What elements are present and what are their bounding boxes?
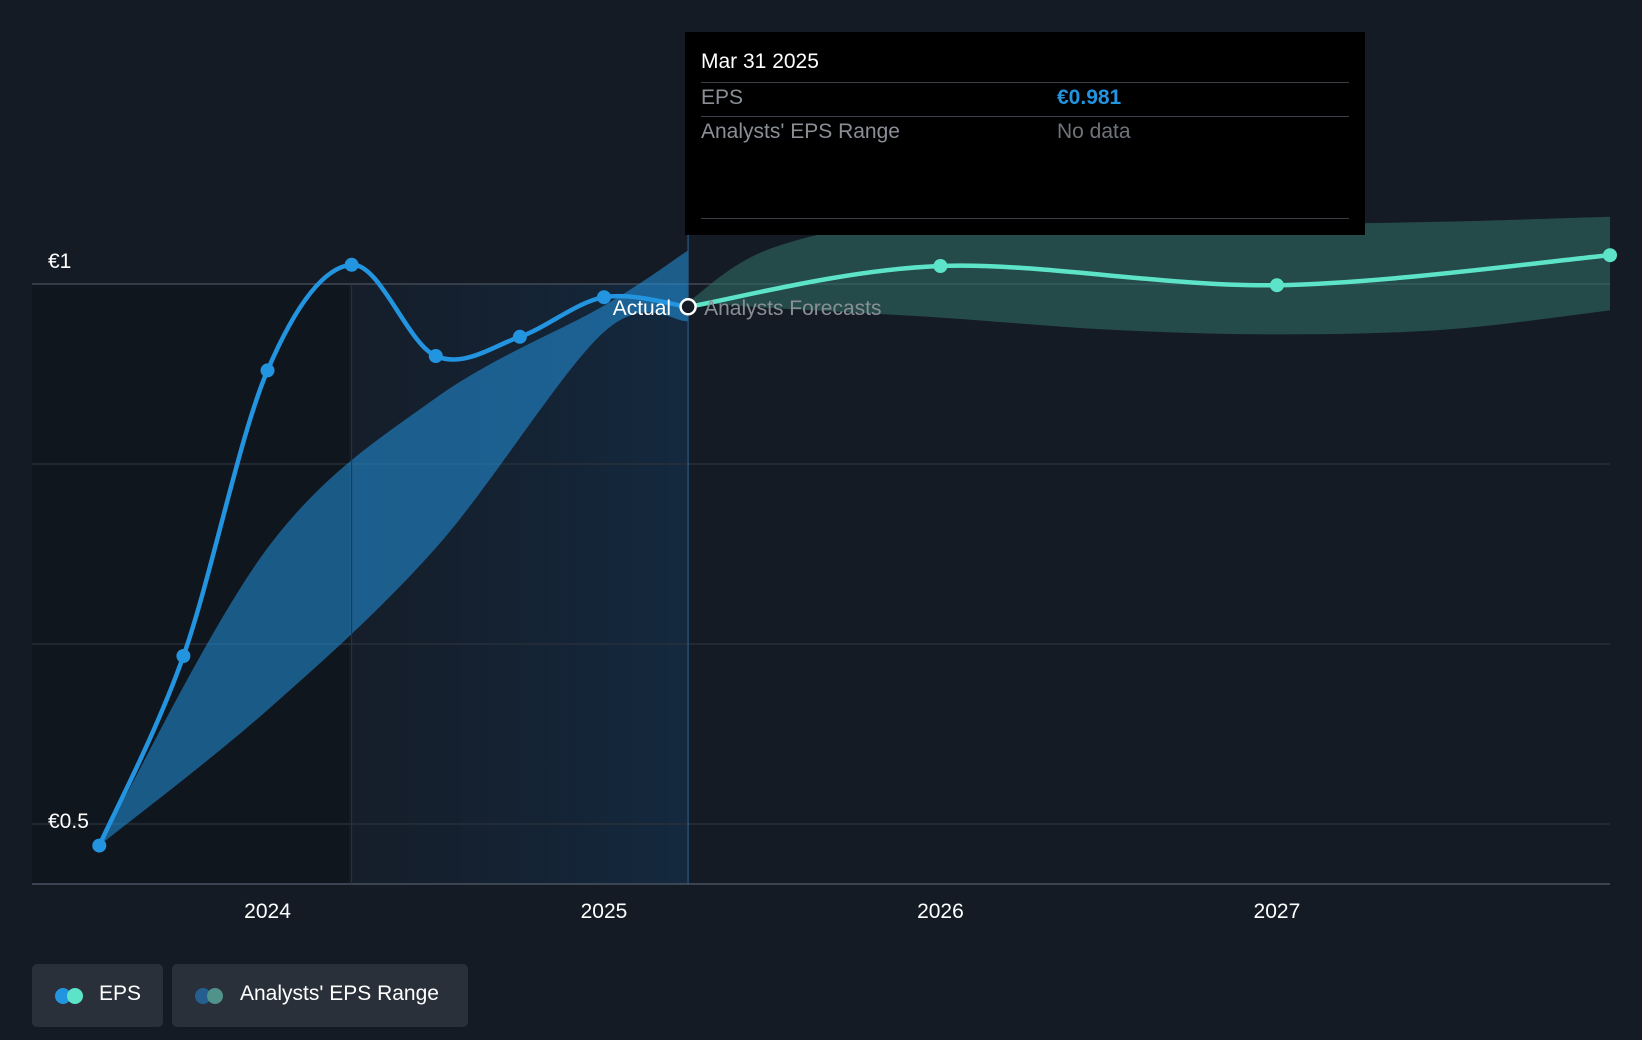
y-tick-label: €1 — [48, 250, 71, 273]
range-band-forecast — [688, 213, 1610, 335]
tooltip-range-label: Analysts' EPS Range — [701, 120, 900, 143]
eps-point[interactable] — [1603, 248, 1617, 263]
legend-eps-icon — [67, 988, 83, 1004]
eps-point[interactable] — [344, 257, 359, 272]
x-tick-label: 2025 — [581, 900, 628, 923]
eps-point[interactable] — [596, 290, 611, 305]
tooltip-eps-value: €0.981 — [1057, 86, 1122, 109]
tooltip-date: Mar 31 2025 — [701, 50, 819, 73]
eps-point[interactable] — [260, 363, 275, 378]
actual-label: Actual — [613, 297, 671, 320]
eps-point[interactable] — [92, 838, 107, 853]
tooltip-divider — [701, 218, 1349, 219]
eps-point[interactable] — [176, 649, 191, 663]
range-band-actual — [99, 250, 689, 846]
x-tick-label: 2024 — [244, 900, 291, 923]
tooltip-eps-label: EPS — [701, 86, 744, 109]
forecast-label: Analysts Forecasts — [704, 297, 881, 320]
legend-eps-label: EPS — [99, 982, 142, 1005]
tooltip-divider — [701, 116, 1349, 117]
legend-range-label: Analysts' EPS Range — [240, 982, 439, 1005]
eps-point[interactable] — [428, 349, 443, 363]
hover-point[interactable] — [679, 298, 697, 316]
eps-point[interactable] — [1269, 278, 1284, 293]
legend-eps-range[interactable]: Analysts' EPS Range — [172, 964, 468, 1027]
tooltip: Mar 31 2025 EPS €0.981 Analysts' EPS Ran… — [685, 32, 1365, 235]
x-tick-label: 2026 — [917, 900, 964, 923]
legend-eps[interactable]: EPS — [32, 964, 163, 1027]
tooltip-range-value: No data — [1057, 120, 1131, 143]
eps-line-forecast — [685, 252, 1613, 310]
y-tick-label: €0.5 — [48, 810, 89, 833]
eps-point[interactable] — [512, 329, 527, 344]
x-tick-label: 2027 — [1254, 900, 1301, 923]
legend-range-icon — [207, 988, 223, 1004]
tooltip-divider — [701, 82, 1349, 83]
eps-point[interactable] — [933, 259, 948, 273]
